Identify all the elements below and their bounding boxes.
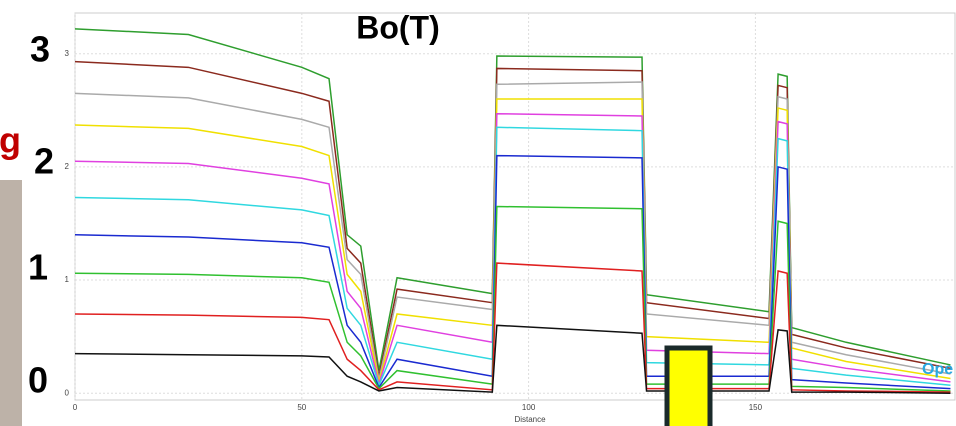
x-axis-label: Distance xyxy=(514,415,546,424)
x-tick-label: 0 xyxy=(73,403,78,412)
chart-title: Bo(T) xyxy=(356,9,440,45)
x-tick-label: 50 xyxy=(297,403,306,412)
series-line xyxy=(74,98,951,383)
series-line xyxy=(74,205,951,392)
y-tick-label: 3 xyxy=(65,49,70,58)
annotation: 2 xyxy=(34,141,54,182)
y-tick-label: 2 xyxy=(65,162,70,171)
x-tick-label: 150 xyxy=(749,403,763,412)
series-line xyxy=(74,28,951,371)
x-tick-label: 100 xyxy=(522,403,536,412)
annotation: 1 xyxy=(28,247,48,288)
series-line xyxy=(74,60,951,377)
y-tick-label: 0 xyxy=(65,388,70,397)
annotation: 0 xyxy=(28,360,48,401)
series-line xyxy=(74,112,951,387)
annotation: g xyxy=(0,120,21,161)
annotation: Ope xyxy=(922,361,953,378)
marker-box xyxy=(664,345,713,426)
annotation: 3 xyxy=(30,29,50,70)
y-tick-label: 1 xyxy=(65,275,70,284)
series-line xyxy=(74,262,951,393)
series-line xyxy=(74,324,951,394)
side-panel xyxy=(0,180,22,426)
series-line xyxy=(74,154,951,390)
